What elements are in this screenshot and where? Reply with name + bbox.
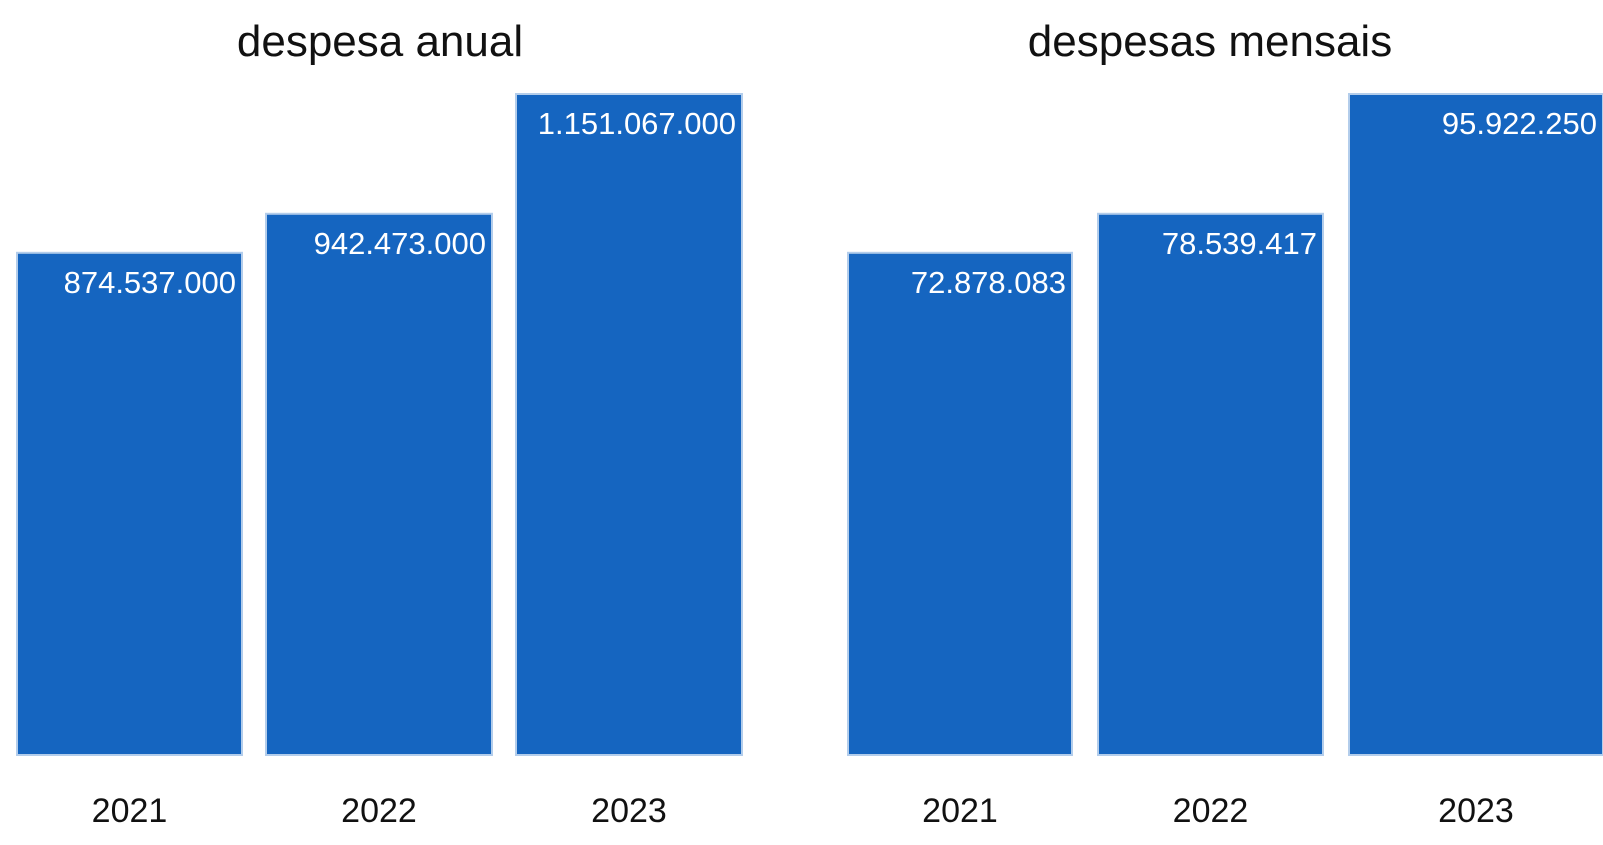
chart-title: despesa anual xyxy=(237,17,523,66)
chart-panel-despesa-anual: despesa anual 874.537.000 2021 942.473.000… xyxy=(16,17,743,830)
bar-2021 xyxy=(16,251,243,756)
x-tick-label: 2022 xyxy=(1173,792,1249,830)
bar-value-label: 72.878.083 xyxy=(911,265,1066,300)
bar-value-label: 942.473.000 xyxy=(314,226,486,261)
bar-value-label: 78.539.417 xyxy=(1162,226,1317,261)
x-tick-label: 2022 xyxy=(341,792,417,830)
x-tick-label: 2021 xyxy=(92,792,168,830)
bar-value-label: 1.151.067.000 xyxy=(538,106,736,141)
bar-2021 xyxy=(847,251,1073,756)
bar-2022 xyxy=(1097,212,1324,757)
chart-title: despesas mensais xyxy=(1028,17,1392,66)
x-tick-label: 2023 xyxy=(591,792,667,830)
bar-2022 xyxy=(265,212,493,757)
bar-value-label: 874.537.000 xyxy=(64,265,236,300)
bar-2023 xyxy=(515,93,743,756)
chart-panel-despesas-mensais: despesas mensais 72.878.083 2021 78.539.41… xyxy=(847,17,1603,830)
x-tick-label: 2023 xyxy=(1438,792,1514,830)
bar-2023 xyxy=(1348,93,1603,756)
x-tick-label: 2021 xyxy=(922,792,998,830)
bar-value-label: 95.922.250 xyxy=(1442,106,1597,141)
